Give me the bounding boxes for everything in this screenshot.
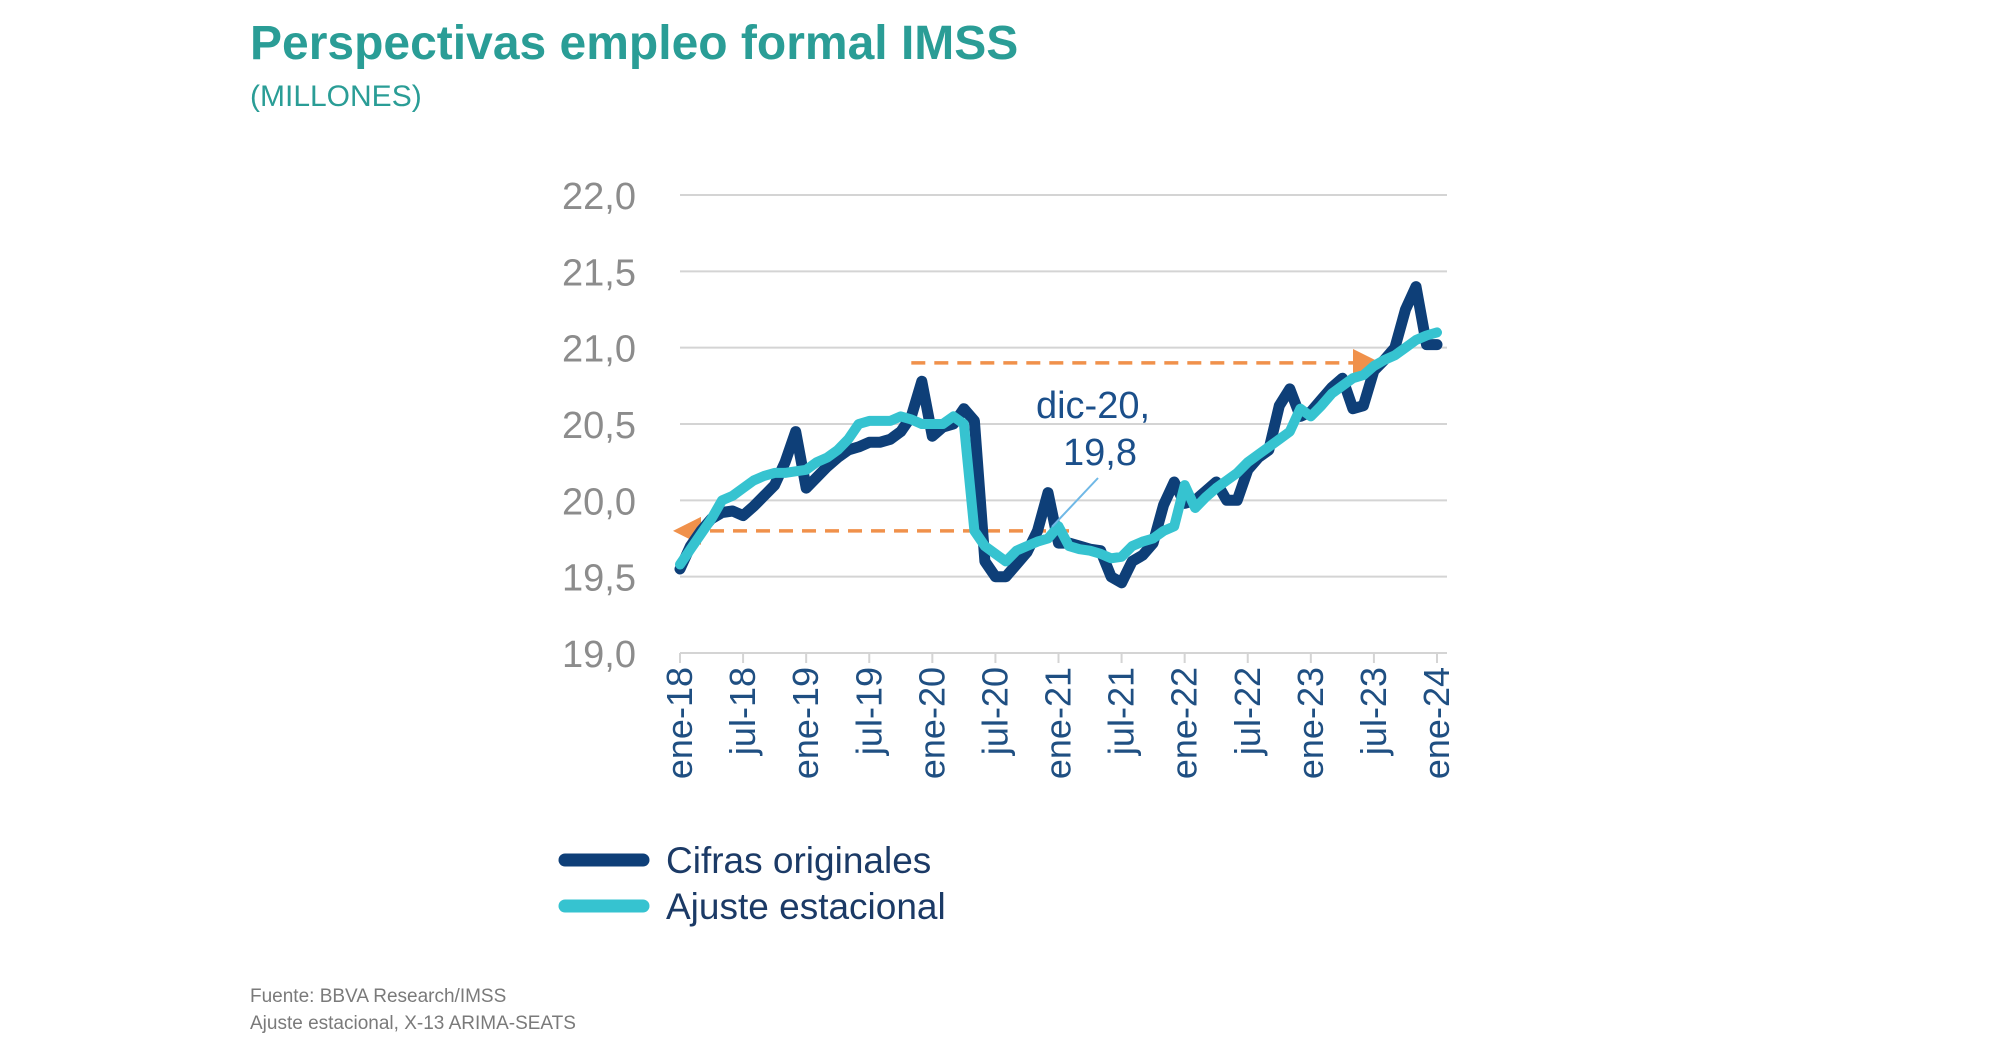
- annotation-label-line1: dic-20,: [1036, 385, 1150, 427]
- x-tick-label: jul-23: [1353, 667, 1394, 756]
- page-subtitle: (MILLONES): [250, 80, 422, 113]
- x-tick-label: jul-20: [974, 667, 1015, 756]
- source-note: Fuente: BBVA Research/IMSS Ajuste estaci…: [250, 983, 576, 1037]
- y-tick-label: 19,5: [562, 558, 636, 600]
- x-tick-label: ene-20: [911, 667, 952, 779]
- y-tick-label: 20,0: [562, 481, 636, 523]
- y-tick-label: 22,0: [562, 176, 636, 218]
- x-tick-label: jul-18: [722, 667, 763, 756]
- y-axis-ticks: 22,0 21,5 21,0 20,5 20,0 19,5 19,0: [562, 176, 636, 676]
- x-tick-label: ene-22: [1164, 667, 1205, 779]
- y-tick-label: 20,5: [562, 405, 636, 447]
- x-axis: [679, 652, 1447, 663]
- annotation-label-line2: 19,8: [1063, 432, 1137, 474]
- x-tick-label: ene-19: [785, 667, 826, 779]
- x-tick-label: ene-21: [1038, 667, 1079, 779]
- legend: Cifras originales Ajuste estacional: [558, 840, 946, 927]
- y-tick-label: 21,0: [562, 329, 636, 371]
- page-title: Perspectivas empleo formal IMSS: [250, 17, 1019, 70]
- series-line-original: [674, 281, 1443, 589]
- x-tick-label: ene-18: [659, 667, 700, 779]
- y-tick-label: 21,5: [562, 252, 636, 294]
- x-tick-label: jul-22: [1227, 667, 1268, 756]
- legend-label-original: Cifras originales: [666, 840, 931, 881]
- series-lines: [674, 281, 1443, 589]
- x-tick-label: ene-23: [1290, 667, 1331, 779]
- source-line-2: Ajuste estacional, X-13 ARIMA-SEATS: [250, 1013, 576, 1034]
- annotation-leader-line: [1051, 477, 1099, 528]
- y-tick-label: 19,0: [562, 634, 636, 676]
- x-tick-label: jul-21: [1101, 667, 1142, 756]
- x-tick-label: jul-19: [848, 667, 889, 756]
- x-tick-label: ene-24: [1416, 667, 1457, 779]
- series-line-adjusted: [675, 327, 1442, 570]
- grid-lines: [680, 194, 1447, 578]
- legend-label-adjusted: Ajuste estacional: [666, 886, 946, 927]
- x-axis-ticks: ene-18 jul-18 ene-19 jul-19 ene-20 jul-20 ene-…: [659, 667, 1457, 779]
- source-line-1: Fuente: BBVA Research/IMSS: [250, 986, 507, 1007]
- annotation: dic-20, 19,8: [1036, 385, 1150, 528]
- reference-arrows: [673, 348, 1381, 545]
